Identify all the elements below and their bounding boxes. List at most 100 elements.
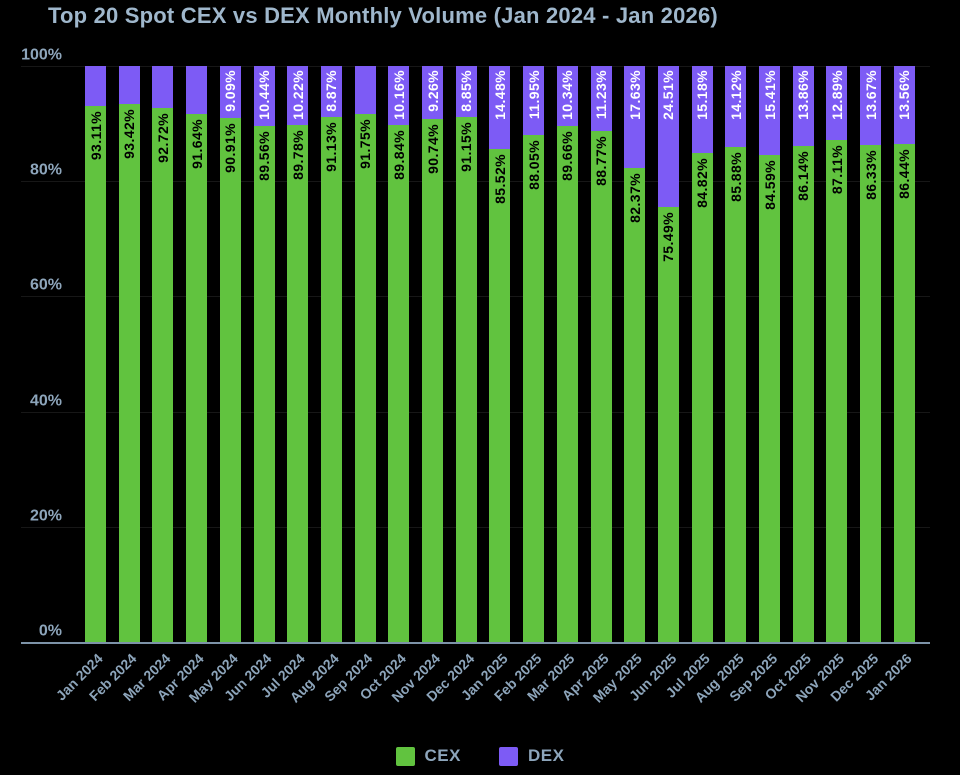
stacked-bar: 14.48% 85.52%	[489, 66, 511, 642]
cex-segment[interactable]: 89.84%	[388, 124, 410, 642]
cex-segment[interactable]: 89.56%	[253, 126, 275, 642]
cex-segment[interactable]: 88.77%	[590, 130, 612, 642]
cex-segment[interactable]: 91.75%	[354, 113, 376, 642]
cex-segment[interactable]: 86.44%	[893, 144, 915, 642]
stacked-bar: 9.26% 90.74%	[422, 66, 444, 642]
bar-column-oct-2025: 13.86% 86.14% Oct 2025	[761, 66, 814, 703]
chart-title: Top 20 Spot CEX vs DEX Monthly Volume (J…	[48, 3, 718, 28]
bar-column-nov-2024: 9.26% 90.74% Nov 2024	[388, 66, 444, 705]
bar-column-apr-2025: 11.23% 88.77% Apr 2025	[559, 66, 612, 703]
dex-segment[interactable]	[118, 66, 140, 104]
cex-segment[interactable]: 75.49%	[657, 207, 679, 642]
y-tick-label-80: 80%	[29, 161, 62, 179]
cex-value-label: 87.11%	[828, 145, 845, 195]
stacked-bar: 92.72%	[152, 66, 174, 642]
dex-segment[interactable]	[354, 66, 376, 114]
cex-value-label: 82.37%	[626, 172, 643, 223]
bar-column-jan-2025: 14.48% 85.52% Jan 2025	[457, 66, 511, 703]
stacked-bar: 91.64%	[186, 66, 208, 642]
dex-segment[interactable]: 8.87%	[320, 66, 342, 118]
dex-segment[interactable]: 14.48%	[489, 66, 511, 150]
dex-value-label: 13.67%	[862, 70, 879, 120]
legend-item-cex[interactable]: CEX	[395, 746, 461, 766]
dex-segment[interactable]: 8.85%	[455, 66, 477, 117]
dex-value-label: 24.51%	[660, 70, 677, 120]
legend-label-dex: DEX	[528, 746, 565, 765]
cex-segment[interactable]: 91.64%	[186, 114, 208, 642]
dex-segment[interactable]: 15.41%	[759, 66, 781, 155]
bar-column-jan-2024: 93.11% Jan 2024	[53, 66, 106, 703]
cex-segment[interactable]: 88.05%	[523, 134, 545, 642]
legend-item-dex[interactable]: DEX	[499, 746, 564, 766]
stacked-bar: 9.09% 90.91%	[219, 66, 241, 642]
cex-segment[interactable]: 86.33%	[860, 144, 882, 642]
cex-segment[interactable]: 86.14%	[792, 145, 814, 642]
cex-value-label: 88.05%	[525, 139, 542, 190]
dex-segment[interactable]: 17.63%	[624, 66, 646, 168]
dex-segment[interactable]	[186, 66, 208, 115]
cex-segment[interactable]: 91.13%	[320, 117, 342, 642]
cex-segment[interactable]: 93.42%	[118, 103, 140, 642]
cex-segment[interactable]: 85.88%	[725, 147, 747, 642]
stacked-bar: 93.42%	[118, 66, 140, 642]
dex-value-label: 14.12%	[727, 70, 744, 120]
cex-segment[interactable]: 93.11%	[85, 105, 106, 642]
cex-value-label: 92.72%	[154, 112, 171, 163]
cex-segment[interactable]: 90.91%	[219, 118, 241, 642]
dex-segment[interactable]: 10.44%	[253, 66, 275, 127]
bar-column-oct-2024: 10.16% 89.84% Oct 2024	[357, 66, 410, 703]
dex-segment[interactable]: 12.89%	[826, 66, 848, 141]
stacked-bar: 24.51% 75.49%	[657, 66, 679, 642]
dex-segment[interactable]: 10.22%	[287, 66, 309, 125]
bar-column-may-2024: 9.09% 90.91% May 2024	[186, 66, 241, 706]
dex-segment[interactable]: 15.18%	[691, 66, 713, 154]
dex-segment[interactable]: 11.23%	[590, 66, 612, 131]
cex-segment[interactable]: 89.66%	[556, 125, 578, 642]
dex-segment[interactable]: 10.34%	[556, 66, 578, 126]
cex-value-label: 90.74%	[424, 124, 441, 175]
dex-value-label: 9.09%	[222, 70, 239, 112]
stacked-bar: 10.22% 89.78%	[287, 66, 309, 642]
cex-value-label: 91.64%	[188, 119, 205, 170]
dex-segment[interactable]: 9.26%	[422, 66, 444, 120]
dex-segment[interactable]: 13.67%	[860, 66, 882, 145]
bar-column-sep-2025: 15.41% 84.59% Sep 2025	[726, 66, 781, 705]
dex-segment[interactable]: 9.09%	[219, 66, 241, 119]
cex-segment[interactable]: 87.11%	[826, 140, 848, 642]
dex-segment[interactable]: 14.12%	[725, 66, 747, 148]
dex-value-label: 17.63%	[626, 70, 643, 120]
stacked-bar: 12.89% 87.11%	[826, 66, 848, 642]
dex-segment[interactable]: 13.56%	[893, 66, 915, 145]
stacked-bar: 8.85% 91.15%	[455, 66, 477, 642]
dex-value-label: 8.87%	[323, 70, 340, 112]
bar-column-sep-2024: 91.75% Sep 2024	[321, 66, 376, 705]
cex-value-label: 93.11%	[87, 110, 104, 160]
cex-value-label: 91.13%	[323, 122, 340, 172]
cex-value-label: 85.88%	[727, 152, 744, 203]
dex-value-label: 15.18%	[694, 70, 711, 120]
cex-segment[interactable]: 89.78%	[287, 124, 309, 642]
cex-value-label: 85.52%	[491, 154, 508, 205]
cex-segment[interactable]: 90.74%	[422, 119, 444, 642]
stacked-bar: 8.87% 91.13%	[320, 66, 342, 642]
stacked-bar: 10.16% 89.84%	[388, 66, 410, 642]
dex-value-label: 13.56%	[896, 70, 913, 120]
cex-segment[interactable]: 85.52%	[489, 149, 511, 642]
dex-segment[interactable]: 11.95%	[523, 66, 545, 135]
cex-swatch-icon	[395, 746, 415, 766]
dex-segment[interactable]: 24.51%	[657, 66, 679, 208]
cex-value-label: 88.77%	[593, 135, 610, 186]
cex-segment[interactable]: 92.72%	[152, 107, 174, 642]
cex-segment[interactable]: 84.82%	[691, 153, 713, 642]
dex-segment[interactable]: 13.86%	[792, 66, 814, 146]
bar-column-jul-2024: 10.22% 89.78% Jul 2024	[258, 66, 309, 701]
dex-segment[interactable]	[85, 66, 106, 106]
cex-segment[interactable]: 82.37%	[624, 167, 646, 642]
stacked-bar: 93.11%	[85, 66, 106, 642]
cex-value-label: 89.56%	[256, 131, 273, 182]
stacked-bar: 91.75%	[354, 66, 376, 642]
cex-segment[interactable]: 84.59%	[759, 154, 781, 642]
dex-segment[interactable]: 10.16%	[388, 66, 410, 125]
cex-segment[interactable]: 91.15%	[455, 116, 477, 642]
dex-segment[interactable]	[152, 66, 174, 108]
